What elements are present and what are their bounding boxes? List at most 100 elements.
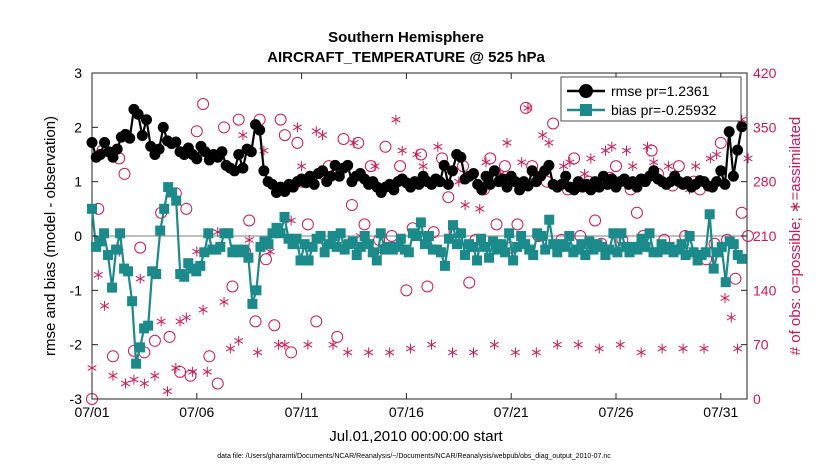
obs-assimilated-point [699, 343, 709, 354]
bias-point [600, 250, 611, 261]
bias-point [524, 244, 535, 255]
bias-point [476, 233, 487, 244]
bias-point [644, 228, 655, 239]
obs-possible-point [394, 160, 407, 173]
asterisk-stroke [135, 275, 145, 282]
obs-possible-point [379, 140, 392, 153]
obs-possible-point [291, 136, 304, 149]
obs-possible-point [337, 132, 350, 145]
asterisk-stroke [343, 349, 353, 356]
bias-point [423, 231, 434, 241]
obs-possible-point [630, 206, 643, 219]
asterisk-stroke [202, 368, 212, 375]
asterisk-stroke [364, 349, 374, 356]
bias-point [115, 228, 126, 239]
bias-point [331, 241, 342, 252]
bias-point [391, 241, 402, 252]
obs-assimilated-point [691, 161, 701, 172]
asterisk-stroke [198, 306, 208, 313]
y-left-tick-label: -3 [70, 391, 83, 407]
x-tick-label: 07/11 [285, 404, 319, 420]
bias-point [307, 241, 318, 252]
obs-possible-point [218, 121, 231, 134]
rmse-point [648, 165, 660, 177]
bias-point [708, 263, 719, 274]
obs-assimilated-point [636, 347, 646, 358]
rmse-point [233, 149, 245, 160]
bias-point [484, 252, 495, 263]
rmse-point [99, 137, 111, 149]
rmse-point [111, 143, 123, 155]
obs-possible-point [232, 113, 245, 126]
asterisk-stroke [433, 143, 443, 150]
y-left-tick-label: -2 [70, 337, 83, 353]
bias-point [684, 231, 695, 241]
obs-assimilated-point [397, 145, 407, 156]
obs-possible-point [203, 350, 216, 363]
obs-possible-point [735, 206, 748, 219]
obs-assimilated-point [628, 161, 638, 172]
bias-point [584, 236, 595, 247]
rmse-point [606, 173, 618, 185]
bias-point [504, 228, 515, 239]
rmse-point [497, 173, 509, 185]
bias-point [279, 211, 290, 222]
bias-point [335, 228, 346, 239]
rmse-point [145, 140, 157, 152]
asterisk-stroke [538, 132, 548, 139]
bias-point [255, 241, 266, 252]
bias-point [680, 250, 691, 261]
asterisk-stroke [219, 299, 229, 305]
asterisk-stroke [156, 318, 166, 325]
rmse-point [413, 178, 425, 190]
obs-assimilated-point [311, 126, 321, 137]
asterisk-stroke [510, 349, 520, 356]
asterisk-stroke [565, 159, 575, 166]
bias-point [107, 282, 118, 293]
rmse-point [107, 151, 119, 163]
obs-assimilated-point [280, 339, 290, 350]
bias-point [155, 225, 166, 236]
bias-point [604, 244, 615, 255]
asterisk-stroke [412, 151, 422, 158]
bias-point [239, 244, 250, 255]
asterisk-stroke [87, 365, 97, 371]
x-tick-label: 07/01 [74, 404, 109, 420]
obs-assimilated-point [720, 293, 730, 304]
x-tick-label: 07/16 [389, 404, 424, 420]
asterisk-stroke [502, 139, 512, 146]
rmse-point [342, 159, 354, 171]
asterisk-stroke [720, 295, 730, 302]
obs-assimilated-point [175, 316, 185, 327]
obs-possible-point [301, 218, 314, 231]
obs-assimilated-point [385, 347, 395, 358]
bias-series-layer [87, 182, 747, 369]
asterisk-stroke [391, 116, 401, 123]
obs-possible-point [610, 160, 622, 173]
obs-assimilated-point [181, 312, 191, 323]
rmse-point [317, 165, 329, 177]
bias-point [367, 247, 378, 258]
obs-assimilated-point [317, 130, 328, 141]
obs-possible-point [134, 241, 147, 254]
bias-point [528, 250, 539, 261]
bias-point [460, 250, 471, 261]
obs-assimilated-point [489, 339, 500, 350]
bias-point [323, 239, 334, 250]
obs-possible-point [197, 98, 210, 111]
obs-possible-point [345, 198, 358, 211]
asterisk-stroke [244, 236, 254, 243]
asterisk-stroke [188, 368, 198, 375]
bias-point [704, 209, 715, 220]
obs-assimilated-point [129, 374, 139, 385]
obs-assimilated-point [600, 145, 611, 156]
bias-point [299, 239, 310, 250]
asterisk-stroke [234, 337, 244, 344]
y-left-tick-label: -1 [70, 282, 83, 298]
ticks-layer: 07/01 07/06 07/11 07/16 07/21 07/26 07/313210-… [70, 65, 777, 420]
bias-point [544, 214, 555, 225]
bias-point [588, 244, 599, 255]
asterisk-stroke [663, 163, 673, 170]
asterisk-stroke [544, 139, 554, 146]
bias-point [720, 277, 731, 288]
